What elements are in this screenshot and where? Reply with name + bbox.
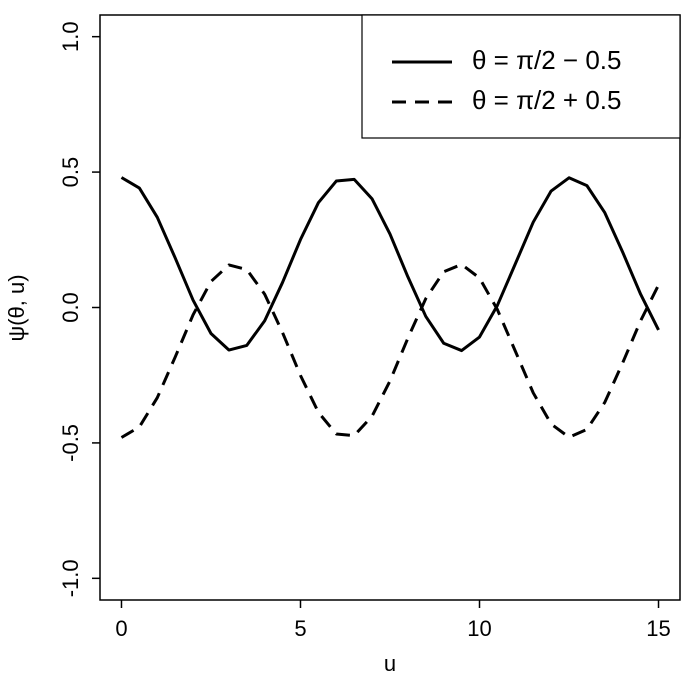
x-tick-label: 5 xyxy=(294,616,306,641)
y-axis-label: ψ(θ, u) xyxy=(4,274,29,341)
series-line xyxy=(120,262,660,439)
legend-box xyxy=(361,14,681,139)
series-line xyxy=(120,176,660,353)
x-tick-label: 0 xyxy=(115,616,127,641)
x-axis-label: u xyxy=(384,651,396,676)
legend-label: θ = π/2 + 0.5 xyxy=(472,85,622,115)
legend-label: θ = π/2 − 0.5 xyxy=(472,45,622,75)
y-tick-label: 0.0 xyxy=(58,292,83,323)
x-tick-label: 15 xyxy=(646,616,670,641)
y-tick-label: -1.0 xyxy=(58,559,83,597)
y-tick-label: -0.5 xyxy=(58,424,83,462)
x-tick-label: 10 xyxy=(467,616,491,641)
y-tick-label: 1.0 xyxy=(58,21,83,52)
y-tick-label: 0.5 xyxy=(58,157,83,188)
